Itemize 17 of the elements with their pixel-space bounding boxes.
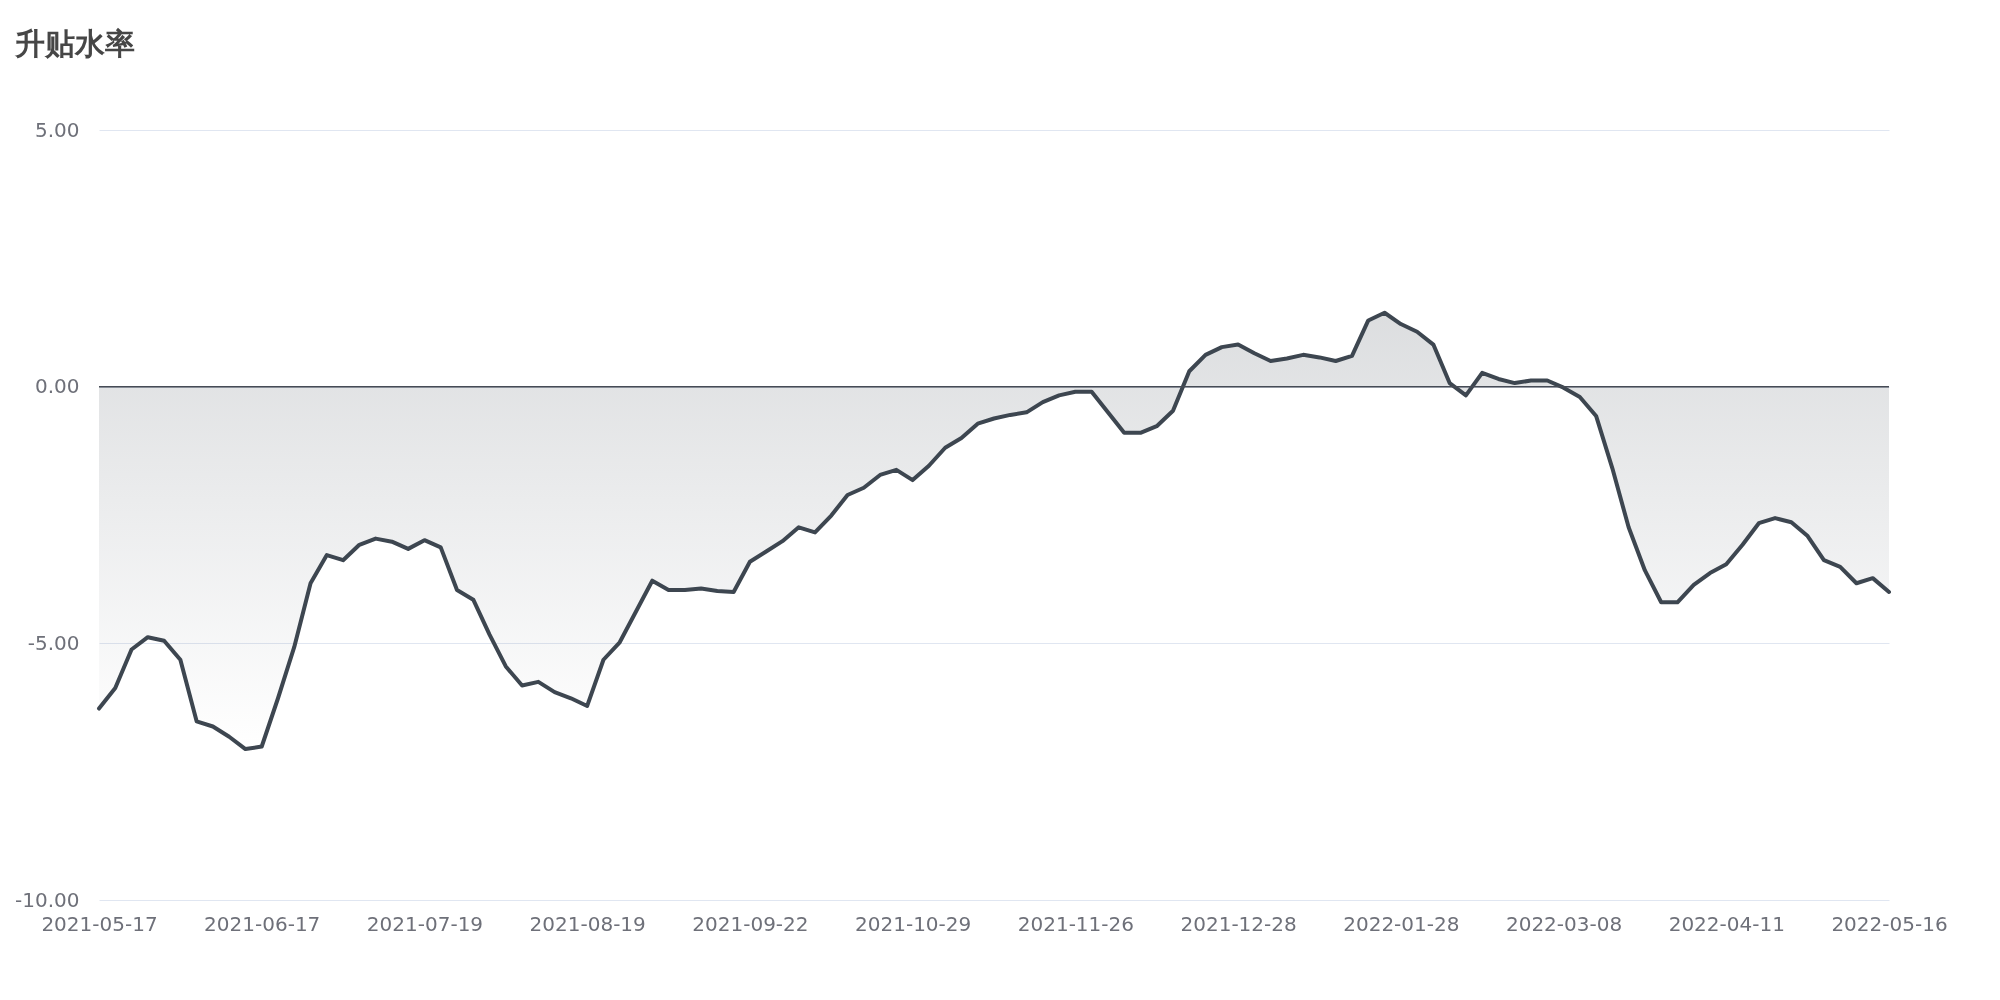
x-tick-label: 2021-08-19 [529,911,646,936]
x-tick-label: 2021-07-19 [366,911,484,936]
y-tick-label: -10.00 [15,887,80,912]
x-tick-label: 2022-05-16 [1831,911,1948,936]
x-tick-label: 2022-04-11 [1668,911,1785,936]
x-tick-label: 2021-09-22 [692,911,809,936]
x-tick-label: 2021-06-17 [204,911,321,936]
chart-title: 升贴水率 [13,26,135,61]
x-tick-label: 2021-12-28 [1180,911,1297,936]
x-tick-label: 2021-11-26 [1017,911,1134,936]
x-tick-label: 2022-03-08 [1505,911,1623,936]
x-tick-label: 2022-01-28 [1343,911,1460,936]
y-tick-label: 5.00 [34,117,80,142]
x-tick-label: 2021-10-29 [855,911,972,936]
y-tick-label: -5.00 [27,630,80,655]
x-tick-label: 2021-05-17 [41,911,158,936]
y-tick-label: 0.00 [34,374,80,399]
